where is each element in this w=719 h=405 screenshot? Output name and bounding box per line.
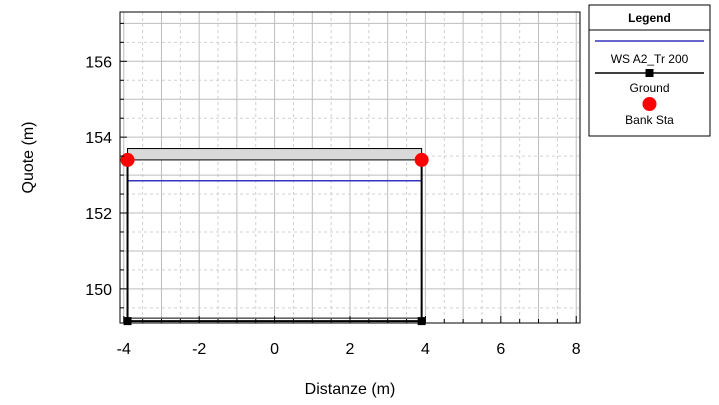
ground-point-marker bbox=[123, 317, 132, 326]
bank-station-marker bbox=[120, 152, 135, 167]
legend-label-ground: Ground bbox=[629, 81, 669, 95]
x-tick-label: 8 bbox=[572, 341, 581, 358]
x-tick-label: 4 bbox=[421, 341, 430, 358]
y-tick-label: 150 bbox=[85, 282, 112, 299]
x-axis-title: Distanze (m) bbox=[305, 381, 396, 398]
bank-station-marker bbox=[414, 152, 429, 167]
legend-swatch-bank-station bbox=[642, 97, 657, 111]
legend: Legend WS A2_Tr 200 Ground Bank Sta bbox=[588, 4, 711, 137]
y-tick-label: 152 bbox=[85, 206, 112, 223]
bridge-deck bbox=[127, 148, 423, 161]
legend-entries: WS A2_Tr 200 Ground Bank Sta bbox=[595, 40, 704, 127]
x-tick-label: -2 bbox=[192, 341, 206, 358]
y-tick-label: 156 bbox=[85, 54, 112, 71]
y-tick-label: 154 bbox=[85, 130, 112, 147]
x-tick-label: 6 bbox=[496, 341, 505, 358]
legend-title: Legend bbox=[628, 11, 671, 25]
legend-swatch-ground-marker bbox=[645, 69, 654, 77]
axis-ticks: -4 -2 0 2 4 6 8 150 152 154 156 bbox=[85, 22, 581, 358]
grid-lines bbox=[120, 12, 580, 323]
legend-label-water-surface: WS A2_Tr 200 bbox=[611, 52, 689, 66]
ground-point-marker bbox=[417, 317, 426, 326]
x-tick-label: 0 bbox=[270, 341, 279, 358]
bridge-deck-rect bbox=[127, 148, 423, 161]
x-tick-label: 2 bbox=[346, 341, 355, 358]
y-axis-title: Quote (m) bbox=[20, 121, 37, 193]
legend-label-bank-station: Bank Sta bbox=[625, 113, 674, 127]
x-tick-label: -4 bbox=[117, 341, 131, 358]
